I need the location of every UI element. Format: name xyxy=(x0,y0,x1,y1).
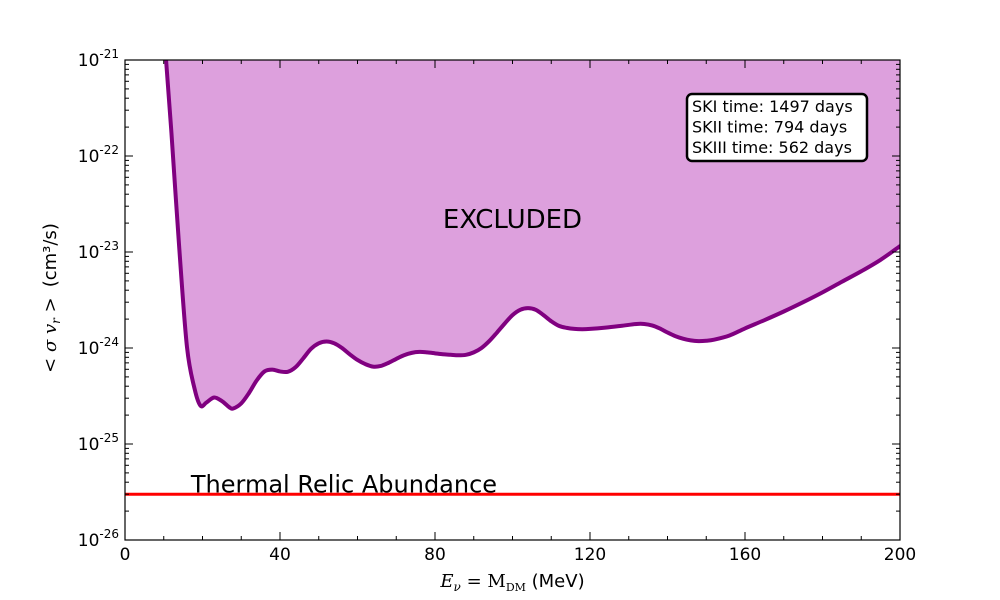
x-axis-label-var: E xyxy=(439,571,453,592)
y-axis-label: < σ vr > (cm³/s) xyxy=(40,223,63,373)
x-tick-label: 120 xyxy=(574,545,606,565)
annotation-thermal-relic: Thermal Relic Abundance xyxy=(190,470,497,498)
y-tick-label: 10-23 xyxy=(78,239,119,263)
legend-entry-skii: SKII time: 794 days xyxy=(692,118,847,137)
legend-frame xyxy=(685,92,869,163)
y-axis-label-var: < σ v xyxy=(40,324,61,373)
y-tick-label: 10-26 xyxy=(78,527,119,551)
annotation-excluded: EXCLUDED xyxy=(443,205,582,235)
x-axis-label: Eν = MDM (MeV) xyxy=(439,571,584,594)
y-tick-label: 10-24 xyxy=(78,335,119,359)
x-axis-label-sub: ν xyxy=(454,580,461,594)
legend-entry-ski: SKI time: 1497 days xyxy=(692,97,853,116)
y-tick-label: 10-25 xyxy=(78,431,119,455)
legend-box: SKI time: 1497 days SKII time: 794 days … xyxy=(685,92,869,163)
x-tick-label: 0 xyxy=(120,545,131,565)
x-axis-label-unit: (MeV) xyxy=(526,571,585,592)
axes: 0 40 80 120 160 200 10-26 10-25 10-24 10-23 10-22 1… xyxy=(78,47,916,565)
legend-entry-skiii: SKIII time: 562 days xyxy=(692,138,852,157)
exclusion-limit-line xyxy=(164,60,900,411)
x-tick-label: 80 xyxy=(424,545,446,565)
x-tick-label: 160 xyxy=(729,545,761,565)
y-tick-label: 10-21 xyxy=(78,47,119,71)
y-tick-label: 10-22 xyxy=(78,143,119,167)
y-axis-label-close: > xyxy=(40,297,61,318)
y-axis-label-unit: (cm³/s) xyxy=(40,223,61,287)
x-axis-label-sub2: DM xyxy=(506,581,526,594)
x-axis-label-eq: = M xyxy=(461,571,506,592)
x-tick-label: 40 xyxy=(269,545,291,565)
y-axis-label-sub: r xyxy=(49,317,63,324)
x-tick-label: 200 xyxy=(884,545,916,565)
